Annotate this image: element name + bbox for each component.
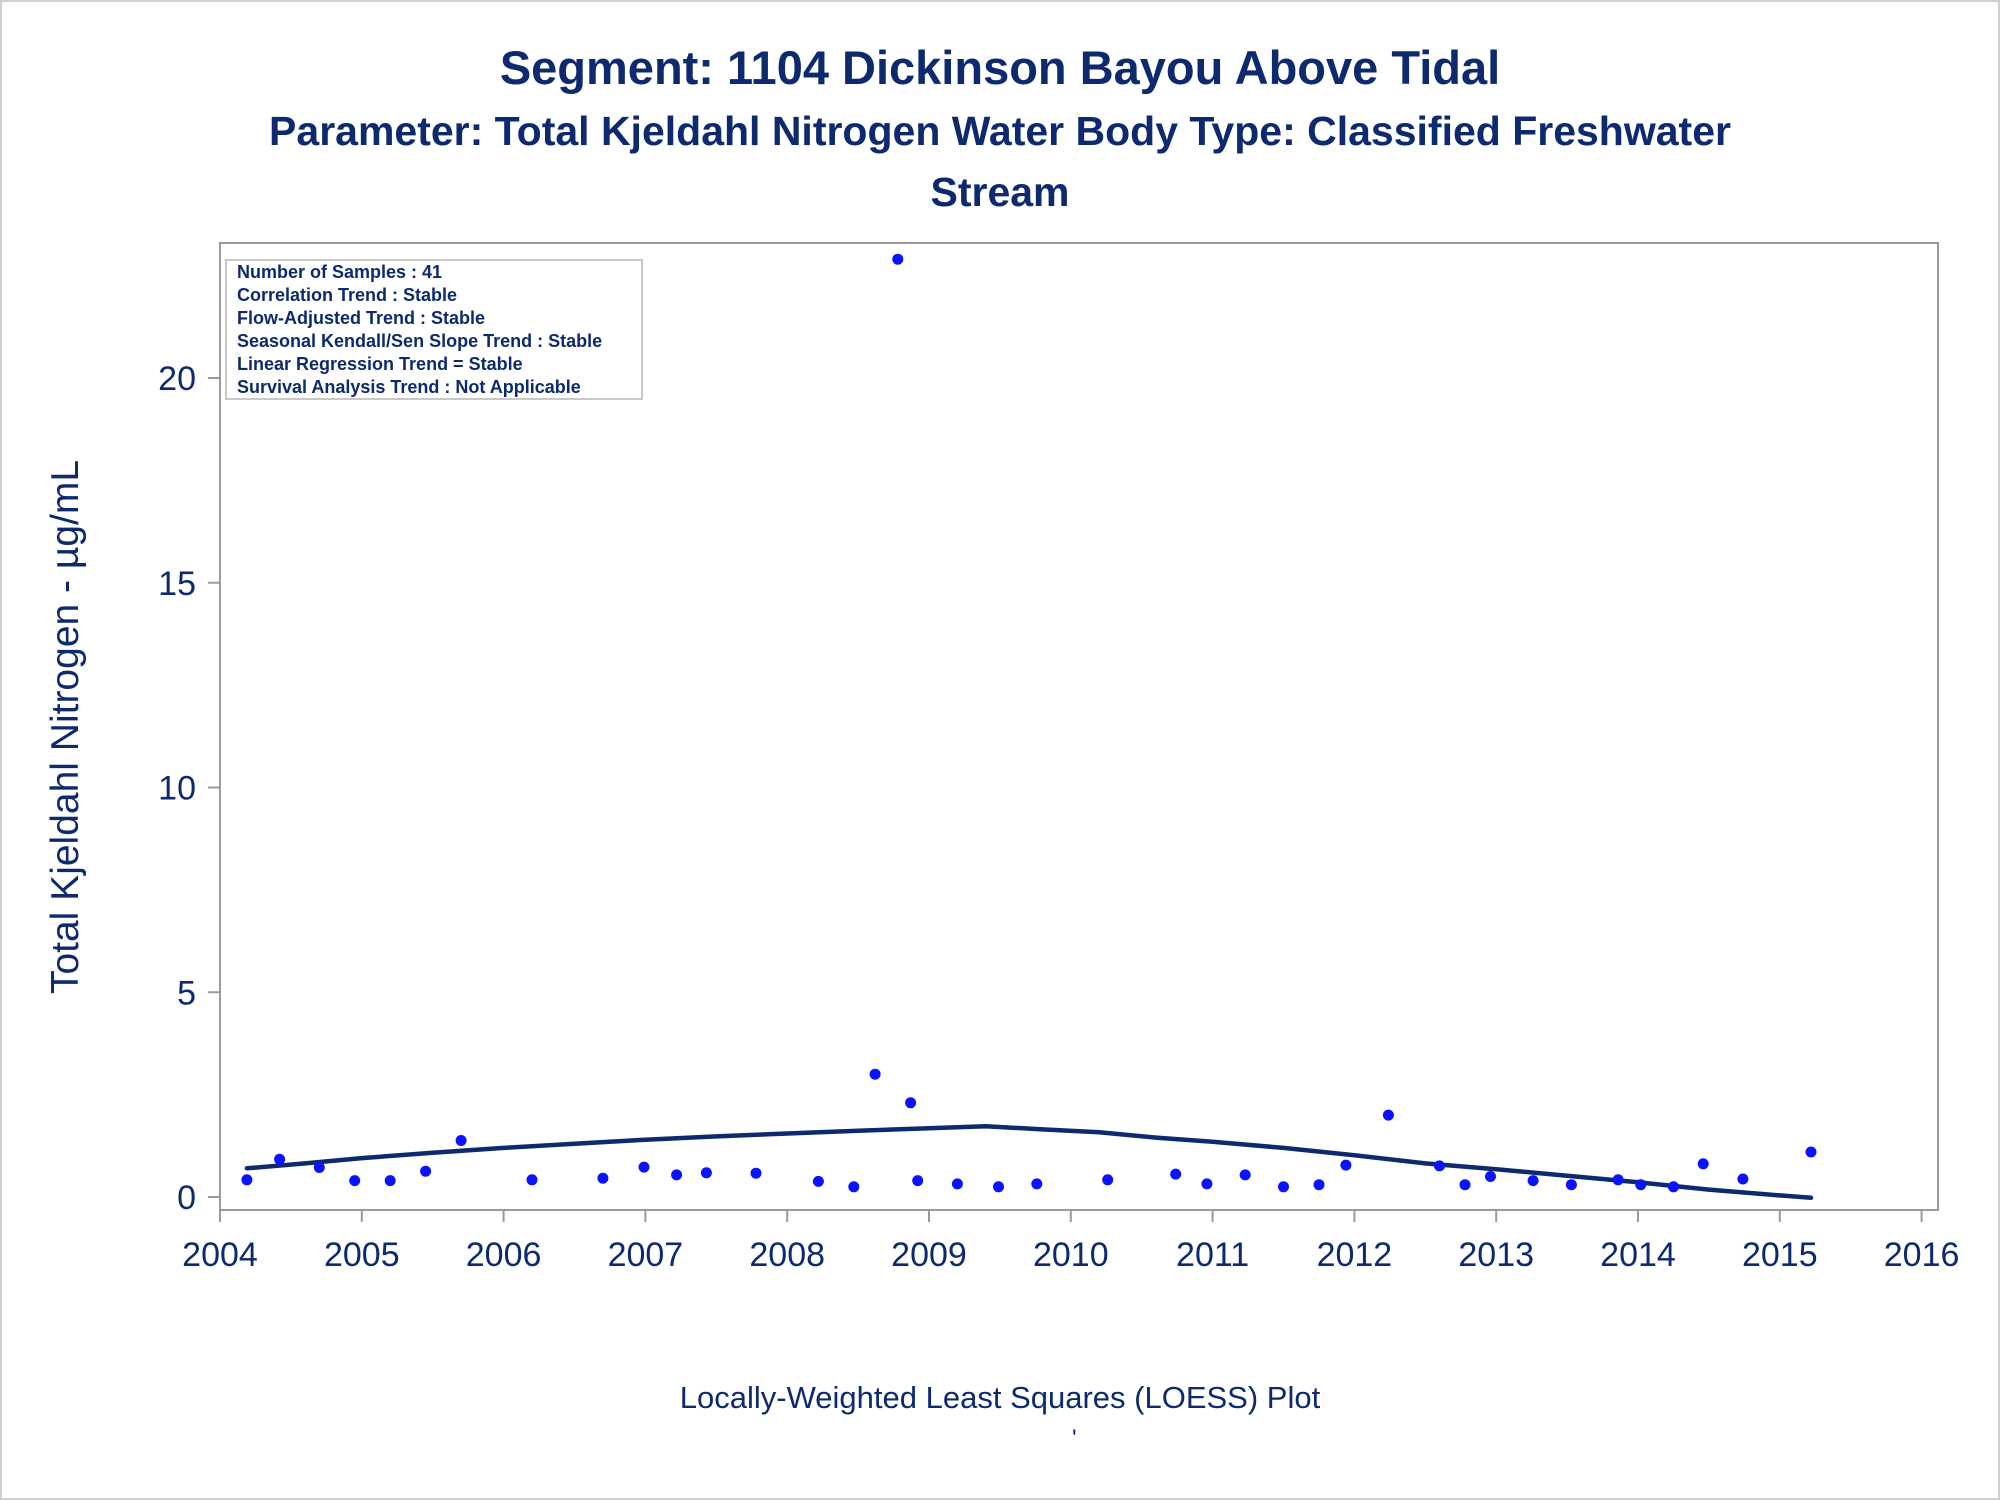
y-tick-label: 20 bbox=[158, 360, 196, 398]
stats-line: Flow-Adjusted Trend : Stable bbox=[237, 308, 485, 328]
stats-inset-box: Number of Samples : 41 Correlation Trend … bbox=[225, 259, 643, 400]
y-axis: 0 5 10 15 20 bbox=[158, 360, 220, 1217]
x-tick-label: 2013 bbox=[1458, 1236, 1534, 1274]
chart-footnote: Locally-Weighted Least Squares (LOESS) P… bbox=[679, 1380, 1321, 1415]
data-point bbox=[1170, 1168, 1182, 1180]
footnote-mark: ' bbox=[1072, 1425, 1077, 1452]
stats-line: Seasonal Kendall/Sen Slope Trend : Stabl… bbox=[237, 331, 602, 351]
data-point bbox=[1031, 1178, 1043, 1190]
chart-subtitle-line2: Stream bbox=[930, 169, 1070, 215]
x-tick-label: 2008 bbox=[749, 1236, 825, 1274]
x-tick-label: 2005 bbox=[324, 1236, 400, 1274]
data-point bbox=[812, 1175, 824, 1187]
data-point bbox=[241, 1174, 253, 1186]
x-axis: 2004 2005 2006 2007 2008 2009 2010 2011 2012 2013… bbox=[182, 1210, 1959, 1274]
x-tick-label: 2009 bbox=[891, 1236, 967, 1274]
data-point bbox=[1485, 1171, 1496, 1182]
chart-subtitle-line1: Parameter: Total Kjeldahl Nitrogen Water… bbox=[269, 108, 1731, 154]
data-point bbox=[700, 1167, 712, 1179]
data-point bbox=[1340, 1159, 1352, 1171]
data-point bbox=[1102, 1174, 1114, 1186]
data-point bbox=[1697, 1158, 1709, 1170]
data-point bbox=[1313, 1179, 1325, 1191]
data-point bbox=[1635, 1179, 1647, 1191]
data-point bbox=[1278, 1181, 1289, 1193]
data-point bbox=[313, 1162, 325, 1173]
data-point bbox=[848, 1181, 860, 1193]
stats-line: Correlation Trend : Stable bbox=[237, 285, 457, 305]
stats-line: Number of Samples : 41 bbox=[237, 262, 442, 282]
chart-title: Segment: 1104 Dickinson Bayou Above Tida… bbox=[499, 41, 1501, 94]
data-point bbox=[1459, 1179, 1471, 1191]
data-point bbox=[420, 1165, 432, 1177]
x-tick-label: 2011 bbox=[1176, 1236, 1249, 1274]
data-point bbox=[912, 1175, 924, 1187]
data-point bbox=[1805, 1146, 1817, 1158]
data-point bbox=[597, 1172, 609, 1184]
data-point bbox=[671, 1169, 683, 1181]
data-point bbox=[750, 1167, 762, 1179]
plot-area-border bbox=[219, 242, 1939, 1211]
data-point bbox=[1239, 1169, 1251, 1181]
data-point bbox=[274, 1153, 286, 1165]
x-tick-label: 2007 bbox=[608, 1236, 684, 1274]
data-point bbox=[1737, 1173, 1749, 1185]
data-point bbox=[892, 253, 904, 265]
sample-points-series bbox=[241, 253, 1817, 1193]
data-point bbox=[455, 1135, 467, 1146]
stats-inset-border bbox=[225, 259, 643, 400]
stats-line: Survival Analysis Trend : Not Applicable bbox=[237, 377, 581, 397]
y-tick-label: 0 bbox=[177, 1179, 196, 1217]
data-point bbox=[951, 1178, 963, 1190]
x-tick-label: 2004 bbox=[182, 1236, 258, 1274]
loess-line bbox=[244, 1123, 1814, 1201]
x-tick-label: 2015 bbox=[1742, 1236, 1818, 1274]
y-tick-label: 10 bbox=[158, 770, 196, 808]
data-point bbox=[1527, 1175, 1539, 1187]
x-tick-label: 2006 bbox=[466, 1236, 542, 1274]
data-point bbox=[1434, 1160, 1445, 1172]
data-point bbox=[638, 1161, 650, 1173]
data-point bbox=[349, 1175, 361, 1187]
x-tick-label: 2010 bbox=[1033, 1236, 1109, 1274]
y-tick-label: 5 bbox=[177, 974, 196, 1012]
data-point bbox=[869, 1068, 881, 1080]
data-point bbox=[1612, 1174, 1624, 1186]
data-point bbox=[905, 1097, 917, 1109]
data-point bbox=[1201, 1178, 1213, 1190]
loess-curve-series bbox=[244, 1123, 1814, 1201]
x-tick-label: 2014 bbox=[1600, 1236, 1676, 1274]
x-tick-label: 2016 bbox=[1884, 1236, 1960, 1274]
data-point bbox=[993, 1181, 1004, 1193]
y-axis-title: Total Kjeldahl Nitrogen - µg/mL bbox=[44, 460, 87, 994]
data-point bbox=[384, 1175, 396, 1187]
data-point bbox=[526, 1174, 538, 1186]
stats-line: Linear Regression Trend = Stable bbox=[237, 354, 523, 374]
data-point bbox=[1668, 1181, 1679, 1193]
x-tick-label: 2012 bbox=[1317, 1236, 1393, 1274]
y-tick-label: 15 bbox=[158, 565, 196, 603]
data-point bbox=[1565, 1179, 1577, 1191]
data-point bbox=[1382, 1109, 1394, 1121]
